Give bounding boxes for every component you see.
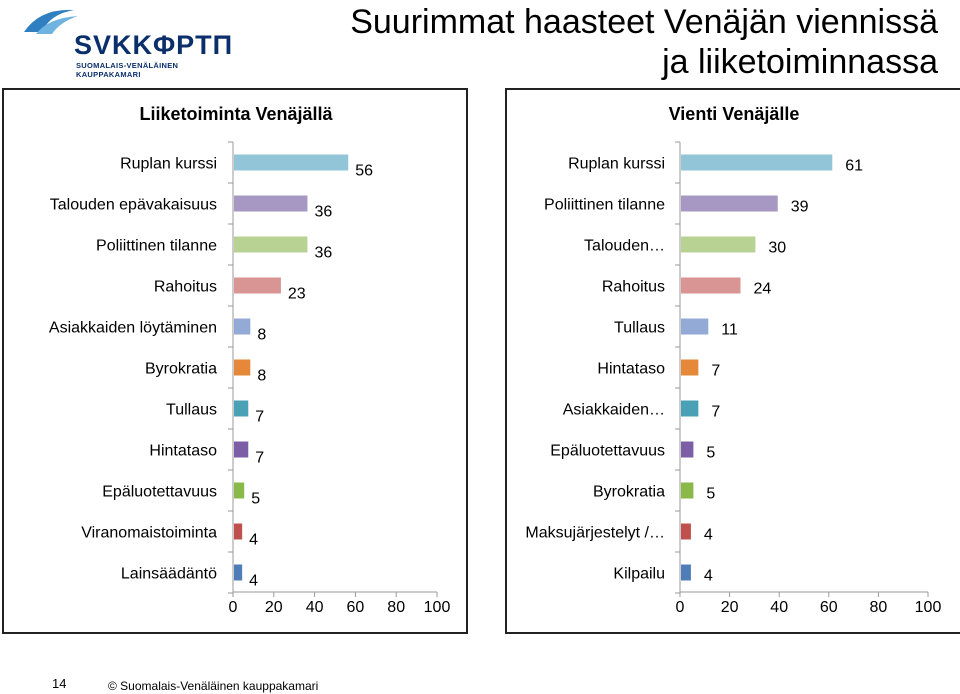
data-label: 7: [255, 450, 264, 467]
x-tick-label: 80: [870, 599, 888, 616]
category-label: Asiakkaiden löytäminen: [49, 320, 217, 337]
category-label: Kilpailu: [613, 566, 665, 583]
category-label: Tullaus: [614, 320, 665, 337]
category-label: Tullaus: [166, 402, 217, 419]
category-label: Poliittinen tilanne: [544, 197, 665, 214]
category-label: Epäluotettavuus: [102, 484, 217, 501]
data-label: 23: [288, 286, 306, 303]
bar: [681, 400, 699, 417]
bar: [681, 441, 694, 458]
chart-left: Liiketoiminta Venäjällä Ruplan kurssi 56 Ta…: [49, 104, 451, 616]
data-label: 4: [704, 527, 713, 544]
bar: [681, 564, 691, 581]
category-label: Hintataso: [149, 443, 217, 460]
category-label: Maksujärjestelyt /…: [525, 525, 665, 542]
category-label: Byrokratia: [145, 361, 217, 378]
data-label: 36: [314, 245, 332, 262]
data-label: 5: [706, 486, 715, 503]
data-label: 7: [255, 409, 264, 426]
data-label: 61: [845, 158, 863, 175]
bar: [681, 195, 778, 212]
category-label: Asiakkaiden…: [563, 402, 665, 419]
category-label: Rahoitus: [154, 279, 217, 296]
logo-subtitle: SUOMALAIS-VENÄLÄINEN KAUPPAKAMARI: [76, 61, 179, 79]
logo-name: SVKKΦΡΤΠ: [74, 30, 234, 60]
bar: [681, 318, 709, 335]
x-tick-label: 20: [721, 599, 739, 616]
bar: [234, 400, 249, 417]
category-label: Poliittinen tilanne: [96, 238, 217, 255]
bar: [234, 441, 249, 458]
category-label: Lainsäädäntö: [121, 566, 217, 583]
x-tick-label: 0: [229, 599, 238, 616]
page-number: 14: [52, 676, 67, 691]
bar: [234, 482, 245, 499]
category-label: Talouden epävakaisuus: [50, 197, 217, 214]
copyright: © Suomalais-Venäläinen kauppakamari: [108, 679, 319, 693]
x-tick-label: 0: [676, 599, 685, 616]
data-label: 36: [314, 204, 332, 221]
x-tick-label: 60: [347, 599, 365, 616]
page-title: Suurimmat haasteet Venäjän viennissä ja …: [350, 2, 938, 82]
bar: [234, 318, 251, 335]
data-label: 11: [721, 322, 738, 339]
chart-title: Vienti Venäjälle: [669, 104, 800, 124]
data-label: 5: [251, 491, 260, 508]
x-tick-label: 40: [306, 599, 324, 616]
chart-panel-left: Liiketoiminta Venäjällä Ruplan kurssi 56 Ta…: [2, 88, 468, 634]
bar: [681, 236, 756, 253]
logo-swoosh-icon: [24, 9, 78, 34]
x-tick-label: 80: [387, 599, 405, 616]
data-label: 5: [706, 445, 715, 462]
data-label: 4: [249, 532, 258, 549]
data-label: 30: [768, 240, 786, 257]
bar: [234, 154, 349, 171]
data-label: 4: [704, 568, 713, 585]
logo: SVKKΦΡΤΠ SUOMALAIS-VENÄLÄINEN KAUPPAKAMA…: [22, 6, 232, 79]
chart-title: Liiketoiminta Venäjällä: [139, 104, 333, 124]
category-label: Rahoitus: [602, 279, 665, 296]
bar: [234, 523, 243, 540]
data-label: 8: [257, 327, 266, 344]
data-label: 39: [791, 199, 809, 216]
x-tick-label: 40: [770, 599, 788, 616]
page-title-line1: Suurimmat haasteet Venäjän viennissä: [350, 3, 938, 41]
category-label: Ruplan kurssi: [568, 156, 665, 173]
category-label: Byrokratia: [593, 484, 665, 501]
category-label: Viranomaistoiminta: [81, 525, 217, 542]
x-tick-label: 100: [915, 599, 942, 616]
bar: [681, 277, 741, 294]
x-tick-label: 20: [265, 599, 283, 616]
x-tick-label: 100: [424, 599, 451, 616]
data-label: 8: [257, 368, 266, 385]
bar: [234, 564, 243, 581]
data-label: 7: [711, 363, 720, 380]
category-label: Hintataso: [597, 361, 665, 378]
data-label: 7: [711, 404, 720, 421]
bar: [234, 195, 308, 212]
bar: [681, 359, 699, 376]
page-title-line2: ja liiketoiminnassa: [662, 43, 938, 81]
data-label: 24: [754, 281, 772, 298]
category-label: Talouden…: [584, 238, 665, 255]
data-label: 56: [355, 163, 373, 180]
bar: [681, 523, 691, 540]
chart-right: Vienti Venäjälle Ruplan kurssi 61 Poliittin…: [525, 104, 942, 616]
x-tick-label: 60: [820, 599, 838, 616]
category-label: Ruplan kurssi: [120, 156, 217, 173]
category-label: Epäluotettavuus: [550, 443, 665, 460]
bar: [234, 236, 308, 253]
bar: [681, 482, 694, 499]
bar: [234, 277, 281, 294]
data-label: 4: [249, 573, 258, 590]
bar: [234, 359, 251, 376]
bar: [681, 154, 833, 171]
chart-panel-right: Vienti Venäjälle Ruplan kurssi 61 Poliittin…: [505, 88, 960, 634]
